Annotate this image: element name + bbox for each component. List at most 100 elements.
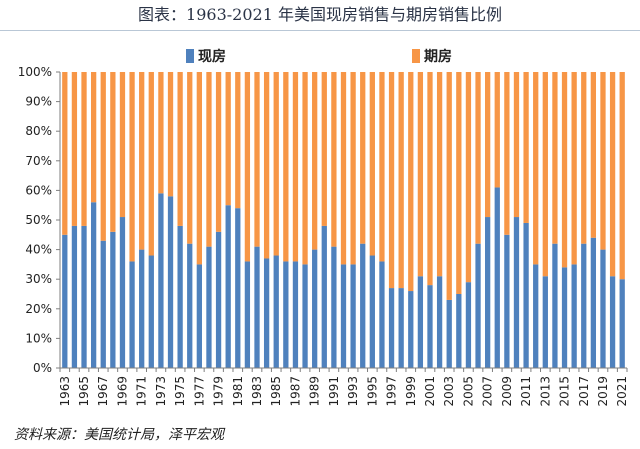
bar-new-2011 <box>523 72 529 223</box>
bar-existing-1997 <box>388 288 395 368</box>
x-tick-label: 1999 <box>404 376 418 407</box>
bar-new-1985 <box>273 72 279 256</box>
bar-new-1963 <box>62 72 68 235</box>
bar-existing-1981 <box>235 208 241 368</box>
x-tick-label: 2009 <box>500 376 514 407</box>
bar-existing-1978 <box>206 246 212 368</box>
x-tick-label: 2017 <box>577 376 591 407</box>
bar-new-1992 <box>340 72 347 265</box>
bar-new-1972 <box>148 72 154 256</box>
bar-new-1993 <box>350 72 356 265</box>
bar-new-2009 <box>504 72 510 235</box>
bar-new-2010 <box>513 72 520 218</box>
bar-new-1980 <box>225 72 231 206</box>
bar-new-1978 <box>206 72 212 247</box>
x-tick-label: 1975 <box>173 376 187 407</box>
bars <box>62 72 625 368</box>
bar-existing-1987 <box>292 261 299 368</box>
bar-existing-2002 <box>436 276 443 368</box>
bar-existing-1992 <box>340 264 347 368</box>
y-tick-label: 100% <box>18 65 52 79</box>
bar-new-1974 <box>167 72 174 197</box>
bar-new-2014 <box>552 72 558 244</box>
bar-existing-1977 <box>196 264 202 368</box>
bar-existing-1974 <box>167 196 174 368</box>
bar-existing-2008 <box>494 187 500 368</box>
bar-new-2000 <box>417 72 424 277</box>
x-tick-label: 1969 <box>115 376 129 407</box>
bar-existing-1963 <box>62 234 68 368</box>
bar-new-1969 <box>119 72 126 218</box>
bar-new-2020 <box>609 72 616 277</box>
x-tick-label: 2013 <box>538 376 552 407</box>
x-tick-label: 1993 <box>346 376 360 407</box>
bar-existing-1986 <box>283 261 289 368</box>
x-tick-label: 1977 <box>192 376 206 407</box>
y-tick-label: 20% <box>25 302 52 316</box>
bar-new-1968 <box>110 72 116 232</box>
x-tick-label: 2011 <box>519 376 533 407</box>
bar-new-2018 <box>590 72 597 238</box>
bar-new-1997 <box>388 72 395 289</box>
bar-new-2006 <box>475 72 481 244</box>
x-axis: 1963 1965 1967 1969 1971 1973 1975 1977 1979 1981… <box>58 367 629 407</box>
x-tick-label: 2015 <box>558 376 572 407</box>
bar-existing-1965 <box>81 225 87 368</box>
bar-new-1999 <box>408 72 414 292</box>
bar-new-2021 <box>619 72 625 280</box>
bar-existing-2009 <box>504 234 510 368</box>
bar-new-2008 <box>494 72 500 188</box>
y-axis: 0% 10% 20% 30% 40% 50% 60% 70% 80% 90% 100% <box>18 65 61 375</box>
y-tick-label: 60% <box>25 183 52 197</box>
y-tick-label: 70% <box>25 154 52 168</box>
x-tick-label: 1971 <box>135 376 149 407</box>
bar-existing-1972 <box>148 255 154 368</box>
bar-existing-1975 <box>177 225 183 368</box>
bar-new-1967 <box>100 72 106 241</box>
bar-existing-2018 <box>590 237 597 368</box>
x-tick-label: 1967 <box>96 376 110 407</box>
bar-existing-1995 <box>369 255 375 368</box>
bar-existing-2015 <box>561 267 568 368</box>
x-tick-label: 1983 <box>250 376 264 407</box>
bar-existing-2019 <box>600 249 606 368</box>
bar-existing-2014 <box>552 243 558 368</box>
bar-new-1977 <box>196 72 202 265</box>
bar-new-1986 <box>283 72 289 262</box>
x-tick-label: 1997 <box>385 376 399 407</box>
x-tick-label: 1989 <box>308 376 322 407</box>
bar-existing-2020 <box>609 276 616 368</box>
bar-new-1966 <box>90 72 97 203</box>
bar-new-1995 <box>369 72 375 256</box>
bar-new-1990 <box>321 72 327 226</box>
bar-existing-1996 <box>379 261 385 368</box>
bar-existing-2001 <box>427 285 433 368</box>
bar-existing-1973 <box>158 193 164 368</box>
x-tick-label: 1965 <box>77 376 91 407</box>
bar-existing-2000 <box>417 276 424 368</box>
bar-existing-1964 <box>71 225 78 368</box>
bar-new-1965 <box>81 72 87 226</box>
bar-new-2019 <box>600 72 606 250</box>
bar-existing-1988 <box>302 264 308 368</box>
bar-existing-2017 <box>581 243 587 368</box>
bar-new-2003 <box>446 72 452 300</box>
legend: 现房 期房 <box>186 48 452 65</box>
bar-existing-1980 <box>225 205 231 368</box>
bar-new-2007 <box>485 72 491 218</box>
bar-existing-1969 <box>119 217 126 368</box>
bar-existing-1994 <box>360 243 366 368</box>
bar-new-1998 <box>398 72 404 289</box>
bar-existing-1991 <box>331 246 337 368</box>
bar-existing-1989 <box>312 249 318 368</box>
bar-existing-1990 <box>321 225 327 368</box>
x-tick-label: 2007 <box>481 376 495 407</box>
bar-new-1988 <box>302 72 308 265</box>
bar-new-1983 <box>254 72 260 247</box>
bar-existing-1967 <box>100 240 106 368</box>
bar-new-1979 <box>215 72 222 232</box>
bar-existing-2003 <box>446 299 452 368</box>
bar-existing-2016 <box>571 264 577 368</box>
x-tick-label: 1981 <box>231 376 245 407</box>
bar-new-1991 <box>331 72 337 247</box>
